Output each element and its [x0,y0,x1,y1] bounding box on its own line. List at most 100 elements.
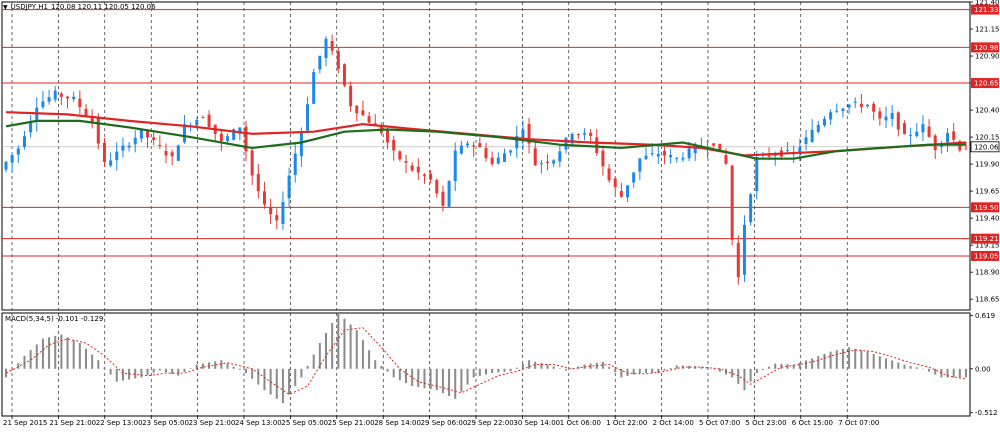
x-tick-label: 21 Sep 2015 [3,419,47,427]
candle-body [441,191,445,206]
candle-body [139,128,143,139]
candle-body [4,161,8,170]
macd-bar [921,368,924,370]
candle-body [909,134,913,136]
macd-bar [534,361,537,369]
macd-bar [245,368,247,374]
macd-bar [183,368,186,372]
macd-bar [374,360,377,369]
candle-body [158,144,162,146]
candle-body [336,51,340,69]
candle-body [484,148,488,159]
macd-bar [558,368,561,370]
candle-body [53,90,57,100]
candle-body [287,175,291,199]
candle-body [250,150,254,176]
candle-body [244,126,248,152]
y-tick-label: 120.15 [975,134,1000,142]
candle-body [84,108,88,116]
macd-bar [669,367,672,369]
y-tick-label: 119.40 [975,215,1000,223]
macd-bar [355,330,358,369]
candle-body [472,145,476,147]
candle-body [681,157,685,160]
macd-bar [786,364,789,369]
macd-bar [860,350,863,369]
level-label: 120.65 [974,80,999,88]
macd-bar [657,368,660,374]
candle-body [890,113,894,119]
candle-body [164,150,168,156]
candle-body [398,151,402,160]
candle-body [866,104,870,107]
macd-bar [121,368,124,381]
macd-bar [675,365,678,369]
candle-body [835,110,839,112]
macd-bar [232,366,235,369]
x-tick-label: 23 Sep 05:00 [142,419,189,427]
candle-body [576,134,580,136]
candle-body [10,155,14,163]
macd-bar [497,368,500,373]
macd-bar [405,368,407,384]
candle-body [355,105,359,114]
macd-bar [115,368,118,382]
candle-body [22,136,26,147]
candle-body [675,157,679,159]
macd-bar [435,368,438,391]
macd-bar [663,368,666,371]
candle-body [342,64,346,86]
macd-bar [423,368,426,389]
candle-body [872,103,876,112]
candle-body [496,157,500,164]
candle-body [749,194,753,223]
macd-bar [620,368,623,378]
y-tick-label: 121.40 [975,0,1000,7]
candle-body [275,215,279,221]
dropdown-arrow-icon[interactable]: ▼ [3,3,8,11]
candle-body [404,161,408,163]
macd-signal-line [5,327,967,396]
candle-body [146,131,150,138]
macd-bar [152,368,155,373]
macd-bar [872,353,875,369]
candle-body [933,135,937,151]
candle-body [478,143,482,148]
macd-bar [300,368,303,378]
macd-bar [491,368,494,374]
candle-body [952,131,956,140]
macd-bar [515,367,518,369]
macd-bar [768,366,771,369]
macd-bar [288,368,291,395]
macd-bar [48,337,51,369]
macd-bar [263,368,266,391]
macd-bar [891,360,894,369]
macd-bar [878,356,881,369]
macd-bar [11,368,14,371]
macd-bar [749,368,752,382]
macd-bar [417,368,420,388]
candle-body [847,104,851,108]
macd-bar [706,367,709,369]
macd-bar [626,368,629,376]
candle-body [718,143,722,151]
x-tick-label: 6 Oct 15:00 [792,419,833,427]
candle-body [429,173,433,180]
macd-bar [41,338,44,369]
ohlc-values: 120.08 120.11 120.05 120.06 [50,3,156,11]
macd-bar [965,368,967,378]
candle-body [712,143,716,146]
macd-bar [934,368,937,375]
candle-body [730,165,734,240]
candle-body [644,155,648,160]
macd-bar [632,368,635,375]
candle-body [238,127,242,134]
y-tick-label: 118.90 [975,269,1000,277]
macd-bar [848,347,851,369]
macd-bar [614,368,617,373]
candle-body [226,136,230,142]
candle-body [515,135,519,149]
macd-bar [521,363,524,369]
